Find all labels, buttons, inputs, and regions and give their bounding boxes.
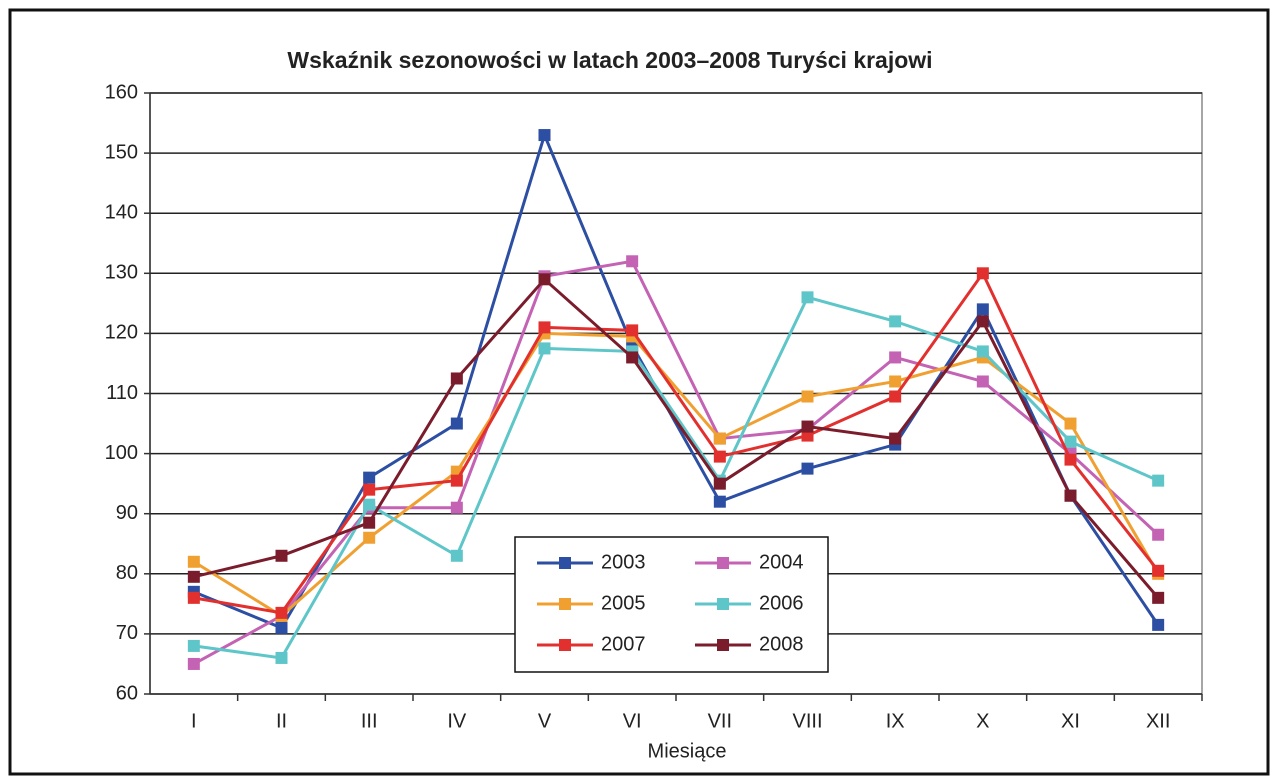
data-point [626, 324, 639, 337]
data-point [275, 651, 288, 664]
y-tick-label: 90 [116, 502, 138, 524]
data-point [538, 342, 551, 355]
data-point [889, 315, 902, 328]
y-tick-label: 80 [116, 562, 138, 584]
data-point [713, 477, 726, 490]
data-point [275, 549, 288, 562]
x-tick-label: VII [708, 710, 732, 732]
data-point [713, 495, 726, 508]
data-point [889, 351, 902, 364]
legend-marker [559, 639, 571, 651]
data-point [1064, 435, 1077, 448]
data-point [1064, 453, 1077, 466]
legend-label: 2006 [759, 592, 804, 614]
data-point [1152, 474, 1165, 487]
data-point [450, 474, 463, 487]
x-tick-label: IX [886, 710, 905, 732]
data-point [713, 450, 726, 463]
data-point [1152, 528, 1165, 541]
y-tick-label: 110 [106, 382, 138, 404]
data-point [801, 390, 814, 403]
data-point [363, 498, 376, 511]
data-point [187, 570, 200, 583]
legend-marker [559, 557, 571, 569]
y-tick-label: 130 [105, 262, 138, 284]
x-tick-label: XII [1146, 710, 1170, 732]
x-tick-label: VIII [792, 710, 822, 732]
data-point [976, 267, 989, 280]
x-tick-label: XI [1061, 710, 1080, 732]
data-point [976, 345, 989, 358]
data-point [626, 351, 639, 364]
series-line [193, 130, 1160, 630]
data-point [801, 429, 814, 442]
legend-marker [717, 639, 729, 651]
data-point [1152, 591, 1165, 604]
y-tick-label: 150 [105, 141, 138, 163]
data-point [450, 417, 463, 430]
data-point [1152, 564, 1165, 577]
series-line [193, 277, 1160, 599]
y-tick-label: 70 [116, 622, 138, 644]
data-point [538, 273, 551, 286]
series-line [193, 259, 1160, 666]
x-tick-label: I [191, 710, 197, 732]
legend-marker [717, 557, 729, 569]
series-line [193, 295, 1159, 660]
data-point [889, 390, 902, 403]
legend-label: 2007 [601, 633, 646, 655]
data-point [976, 375, 989, 388]
y-tick-label: 120 [105, 322, 138, 344]
chart-title: Wskaźnik sezonowości w latach 2003–2008 … [287, 47, 932, 73]
series-line [193, 270, 1160, 615]
legend-marker [717, 598, 729, 610]
y-tick-label: 140 [105, 201, 138, 223]
data-point [889, 375, 902, 388]
data-point [187, 657, 200, 670]
x-tick-label: II [276, 710, 287, 732]
data-point [626, 255, 639, 268]
data-point [187, 555, 200, 568]
data-point [801, 462, 814, 475]
legend-label: 2008 [759, 633, 804, 655]
data-point [275, 606, 288, 619]
data-point [801, 291, 814, 304]
data-point [187, 591, 200, 604]
data-point [538, 129, 551, 142]
data-point [1064, 489, 1077, 502]
data-point [976, 303, 989, 316]
data-point [363, 516, 376, 529]
legend-label: 2005 [601, 592, 646, 614]
data-point [713, 432, 726, 445]
y-tick-label: 160 [105, 81, 138, 103]
data-point [538, 321, 551, 334]
data-point [1064, 417, 1077, 430]
data-point [889, 432, 902, 445]
data-point [801, 420, 814, 433]
x-tick-label: IV [447, 710, 467, 732]
data-point [275, 621, 288, 634]
data-point [450, 549, 463, 562]
data-point [363, 483, 376, 496]
y-tick-label: 60 [116, 682, 138, 704]
x-tick-label: X [976, 710, 989, 732]
data-point [1152, 618, 1165, 631]
data-point [363, 471, 376, 484]
data-point [976, 315, 989, 328]
y-tick-label: 100 [105, 442, 138, 464]
x-tick-label: V [538, 710, 552, 732]
data-point [363, 531, 376, 544]
legend-label: 2003 [601, 551, 646, 573]
legend-label: 2004 [759, 551, 804, 573]
legend-marker [559, 598, 571, 610]
data-point [450, 501, 463, 514]
data-point [187, 639, 200, 652]
x-axis-label: Miesiące [648, 740, 727, 762]
x-tick-label: III [361, 710, 378, 732]
data-point [450, 372, 463, 385]
x-tick-label: VI [623, 710, 642, 732]
